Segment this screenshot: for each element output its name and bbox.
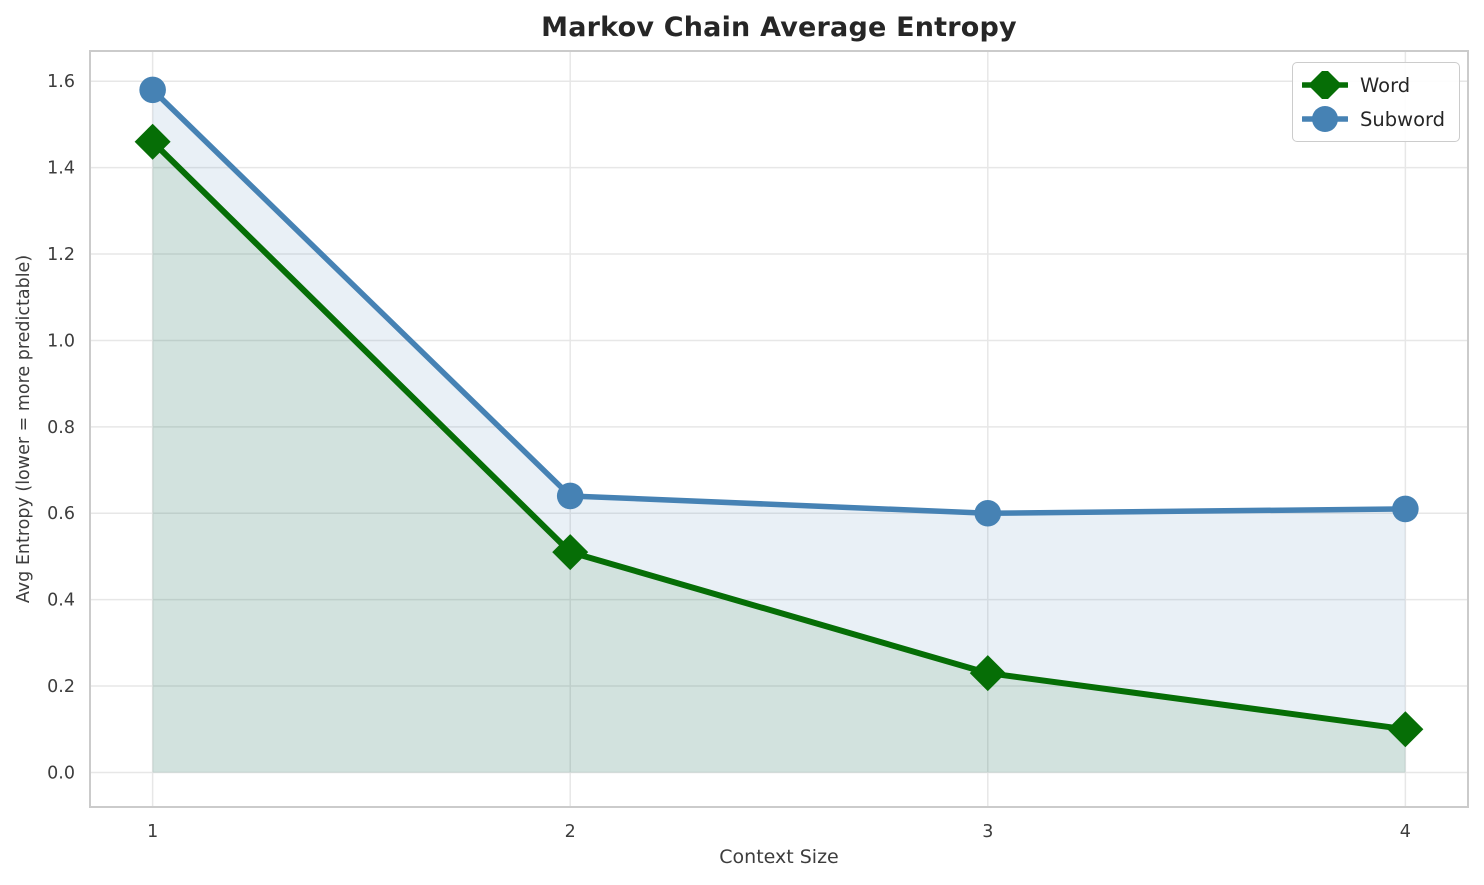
series-line-subword — [149, 87, 1409, 516]
y-axis-label: Avg Entropy (lower = more predictable) — [14, 254, 34, 604]
x-tick-label: 3 — [982, 822, 993, 842]
y-tick-label: 0.6 — [47, 504, 75, 524]
y-tick-label: 0.8 — [47, 418, 75, 438]
legend-label-subword: Subword — [1360, 107, 1446, 131]
x-axis-label: Context Size — [719, 846, 839, 868]
y-tick-label: 1.6 — [47, 72, 75, 92]
y-tick-label: 1.0 — [47, 331, 75, 351]
data-point-diamond-word — [1387, 711, 1424, 748]
series-line-word — [149, 138, 1409, 733]
legend-item-subword: Subword — [1302, 103, 1445, 135]
plot-border — [89, 50, 1469, 808]
subword-circle-marker-icon — [1302, 106, 1348, 132]
word-diamond-marker-icon — [1302, 71, 1348, 99]
y-tick-label: 1.2 — [47, 245, 75, 265]
data-point-circle-subword — [1392, 495, 1419, 523]
legend-circle-glyph — [1312, 106, 1338, 132]
y-tick-label: 0.2 — [47, 677, 75, 697]
y-tick-label: 1.4 — [47, 159, 75, 179]
chart-title: Markov Chain Average Entropy — [541, 12, 1017, 43]
y-tick-label: 0.4 — [47, 591, 75, 611]
data-point-diamond-word — [552, 534, 589, 571]
legend-label-word: Word — [1360, 73, 1411, 97]
legend-diamond-glyph — [1308, 71, 1342, 99]
data-point-diamond-word — [969, 655, 1006, 692]
legend-item-word: Word — [1302, 69, 1445, 101]
data-point-circle-subword — [974, 499, 1002, 527]
data-point-circle-subword — [139, 76, 166, 104]
x-tick-label: 4 — [1400, 822, 1411, 842]
x-tick-label: 1 — [147, 822, 158, 842]
area-fill-subword — [152, 89, 1406, 773]
x-tick-label: 2 — [565, 822, 576, 842]
area-fill-word — [152, 141, 1406, 773]
data-point-diamond-word — [134, 123, 171, 160]
data-point-circle-subword — [556, 482, 584, 510]
legend: Word Subword — [1292, 62, 1461, 142]
y-tick-label: 0.0 — [47, 763, 75, 783]
